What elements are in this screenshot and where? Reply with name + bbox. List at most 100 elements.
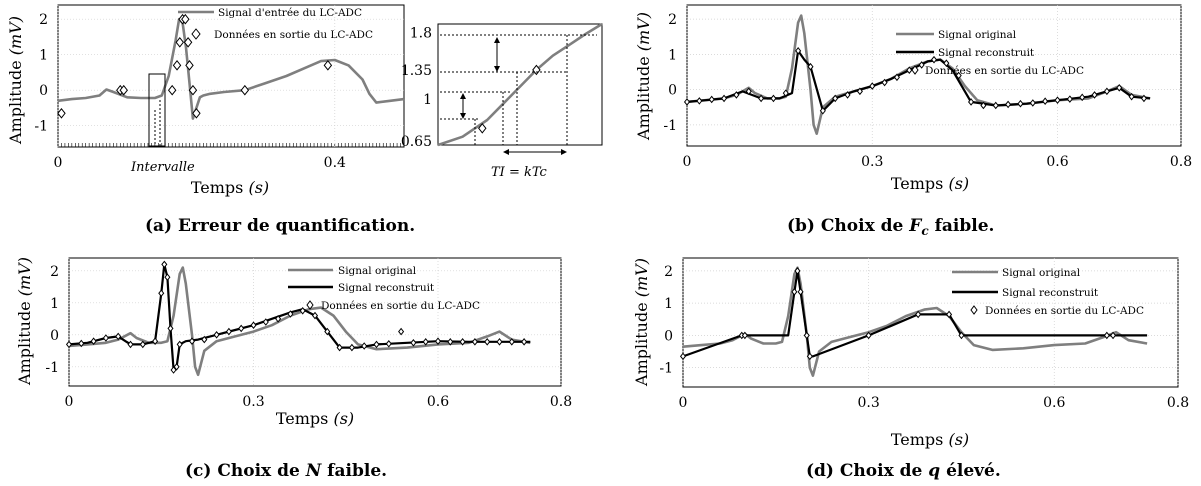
caption-b: (b) Choix de Fc faible. [787, 216, 994, 238]
data-marker [299, 306, 306, 315]
series-line-original [682, 266, 1148, 378]
data-marker [1109, 331, 1117, 340]
legend-d: Signal original Signal reconstruit Donné… [952, 267, 1144, 317]
data-marker [287, 310, 294, 318]
ti-label: TI = kTc [491, 165, 548, 180]
data-marker [508, 338, 515, 346]
ytick-label: 0 [50, 328, 59, 344]
data-marker [844, 91, 851, 99]
data-marker [832, 94, 839, 103]
caption-d: (d) Choix de q élevé. [806, 461, 1001, 481]
data-marker [323, 60, 333, 71]
series-line-reconstructed [686, 49, 1151, 112]
ytick-label: 2 [39, 12, 48, 28]
series-line-original [437, 22, 603, 147]
plot-frame-a-zoom [437, 23, 603, 146]
tick-labels-a-zoom: 0.65 1 1.35 1.8 [401, 25, 432, 149]
panel-c: -1 0 1 2 0 0.3 0.6 0.8 Amplitude (mV) Temps (s)… [15, 257, 572, 428]
ytick-label: 1 [39, 48, 48, 64]
data-marker [881, 78, 888, 87]
ylabel-d: Amplitude (mV) [632, 258, 651, 387]
data-marker [869, 82, 876, 90]
data-marker [385, 339, 392, 348]
tick-labels-a: -1 0 1 2 0 0.4 [34, 12, 346, 171]
ytick-label: 1 [668, 47, 677, 63]
data-marker [336, 343, 343, 352]
ylabel-b: Amplitude (mV) [634, 12, 653, 141]
data-marker [324, 327, 331, 336]
data-marker [980, 101, 987, 110]
data-marker [955, 71, 962, 80]
data-marker [447, 338, 454, 346]
panel-d: -1 0 1 2 0 0.3 0.6 0.8 Amplitude (mV) Temps (s)… [632, 257, 1189, 449]
data-marker [683, 98, 691, 106]
data-marker [1079, 93, 1086, 102]
data-marker [361, 342, 368, 350]
legend-b: Signal original Signal reconstruit Donné… [896, 29, 1084, 77]
data-marker [1066, 95, 1073, 103]
data-marker [213, 330, 220, 339]
data-marker [172, 60, 182, 71]
data-marker [758, 94, 765, 103]
ytick-label: 2 [664, 264, 673, 280]
data-marker [225, 327, 232, 336]
data-marker [803, 331, 810, 340]
series-b [683, 14, 1151, 135]
ytick-label: 2 [668, 12, 677, 28]
legend-label-a-0: Signal d'entrée du LC-ADC [218, 7, 362, 19]
data-marker [57, 107, 66, 119]
panel-a: -1 0 1 2 0 0.4 Intervalle Amplitude (mV) Temp… [6, 4, 405, 197]
data-marker [1103, 331, 1110, 340]
ylabel-a: Amplitude (mV) [6, 16, 25, 145]
data-marker [1103, 87, 1110, 96]
data-marker [782, 89, 789, 97]
data-marker [410, 338, 417, 347]
data-marker [1029, 99, 1036, 107]
ytick-label: 0 [668, 83, 677, 99]
ylabel-c: Amplitude (mV) [15, 257, 34, 386]
data-marker [893, 73, 900, 82]
xtick-label: 0 [683, 154, 692, 170]
data-marker [115, 332, 122, 341]
xtick-label: 0.4 [324, 155, 346, 171]
ytick-label: 1.8 [410, 25, 432, 41]
data-marker [1042, 97, 1049, 106]
ytick-label: -1 [659, 361, 673, 377]
caption-c: (c) Choix de N faible. [185, 461, 387, 481]
series-d [679, 266, 1148, 378]
legend-label-b-0: Signal original [938, 29, 1017, 41]
data-marker [484, 338, 491, 346]
xtick-label: 0.6 [1046, 154, 1068, 170]
data-marker [238, 324, 245, 333]
xtick-label: 0.8 [550, 394, 572, 410]
data-marker [250, 321, 257, 330]
xtick-label: 0.8 [1170, 154, 1192, 170]
legend-label-d-0: Signal original [1002, 267, 1081, 279]
ytick-label: -1 [663, 118, 677, 134]
data-marker [161, 260, 168, 269]
legend-label-d-1: Signal reconstruit [1002, 287, 1099, 299]
data-marker [164, 273, 171, 282]
legend-label-c-0: Signal original [338, 265, 417, 277]
xtick-label: 0.3 [861, 154, 883, 170]
data-marker [496, 338, 503, 346]
data-marker [139, 340, 146, 349]
xlabel-b: Temps (s) [891, 174, 969, 193]
ytick-label: 0 [39, 83, 48, 99]
data-marker [65, 340, 73, 349]
data-marker [741, 331, 748, 340]
data-marker [167, 84, 177, 96]
data-marker [696, 97, 703, 105]
data-marker [373, 340, 380, 349]
data-marker [188, 84, 198, 96]
ytick-label: 1.35 [401, 63, 432, 79]
ytick-label: -1 [34, 119, 48, 135]
data-marker [930, 55, 938, 64]
data-marker [521, 338, 528, 346]
data-marker [794, 267, 801, 275]
data-marker [176, 340, 183, 349]
legend-label-b-2: Données en sortie du LC-ADC [925, 65, 1084, 77]
data-marker [173, 362, 180, 371]
data-marker [968, 98, 975, 106]
